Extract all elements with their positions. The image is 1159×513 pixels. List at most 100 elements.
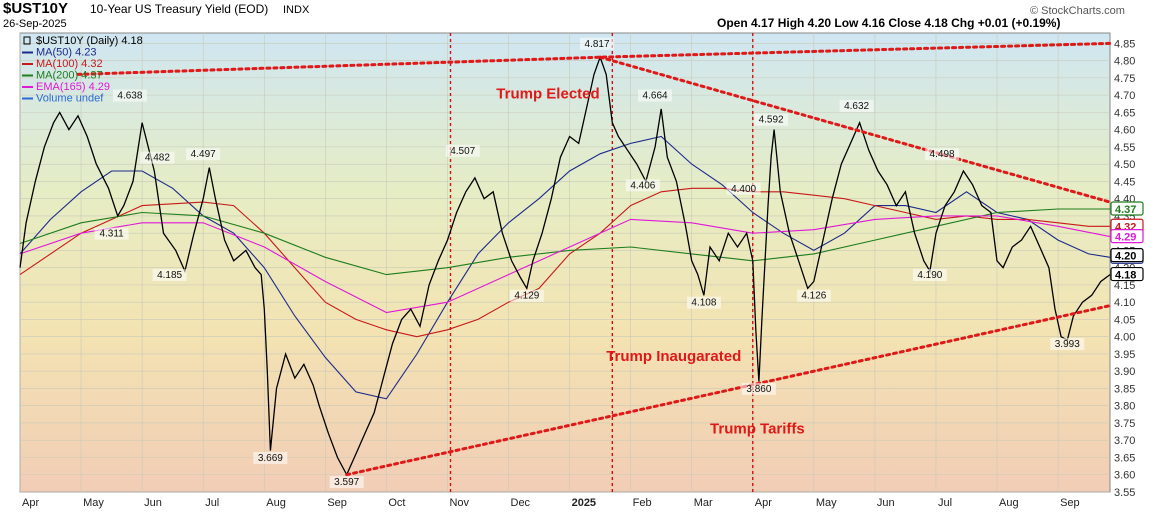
point-label-bg xyxy=(912,269,947,282)
annotations: Trump Elected Trump Inaugarated Trump Tari… xyxy=(496,86,804,438)
point-label: 3.669 xyxy=(258,453,283,464)
point-label-bg xyxy=(94,227,129,240)
chart-date: 26-Sep-2025 xyxy=(3,18,67,30)
trendline xyxy=(345,304,1112,477)
point-label: 4.406 xyxy=(630,180,655,191)
point-label-bg xyxy=(140,151,175,164)
point-label: 4.664 xyxy=(643,91,668,102)
point-label: 4.498 xyxy=(930,149,955,160)
point-label-bg xyxy=(329,476,364,489)
watermark: © StockCharts.com xyxy=(1030,5,1125,17)
y-tick-label: 4.85 xyxy=(1114,38,1135,50)
x-tick-label: Oct xyxy=(388,497,405,509)
y-tick-label: 4.00 xyxy=(1114,332,1135,344)
point-label-bg xyxy=(509,289,544,302)
exchange-label: INDX xyxy=(283,4,310,16)
annotation-label: Trump Inaugarated xyxy=(606,348,741,365)
series-line-ma-100- xyxy=(19,187,1110,338)
value-tag-label: 4.29 xyxy=(1115,232,1136,244)
value-tag-box xyxy=(1110,247,1144,263)
x-tick-label: Aug xyxy=(999,497,1019,509)
point-label-bg xyxy=(726,182,761,195)
value-tag-box xyxy=(1110,229,1144,244)
point-label: 4.108 xyxy=(691,298,716,309)
point-label: 4.638 xyxy=(117,91,142,102)
y-tick-label: 4.15 xyxy=(1114,280,1135,292)
point-label: 3.597 xyxy=(334,477,359,488)
point-label-bg xyxy=(152,269,187,282)
plot-background xyxy=(19,32,1111,493)
y-tick-label: 3.85 xyxy=(1114,383,1135,395)
moving-averages xyxy=(19,135,1111,400)
y-tick-label: 3.55 xyxy=(1114,487,1135,499)
point-label: 4.311 xyxy=(99,229,124,240)
point-label-bg xyxy=(112,89,147,102)
annotation-label: Trump Tariffs xyxy=(710,420,805,437)
point-label-bg xyxy=(638,89,673,102)
x-tick-label: Mar xyxy=(694,497,713,509)
x-tick-label: Jun xyxy=(877,497,895,509)
point-label-bg xyxy=(445,144,480,157)
ohlc-readout: Open 4.17 High 4.20 Low 4.16 Close 4.18 … xyxy=(717,16,1060,30)
series-line-ema-165- xyxy=(19,215,1111,314)
legend-item: MA(200) 4.37 xyxy=(36,70,103,82)
y-tick-label: 3.65 xyxy=(1114,452,1135,464)
y-tick-label: 4.80 xyxy=(1114,56,1135,68)
x-tick-label: Feb xyxy=(633,497,652,509)
point-label: 3.860 xyxy=(746,384,771,395)
x-tick-label: May xyxy=(83,497,104,509)
x-tick-label: May xyxy=(816,497,837,509)
point-label: 3.993 xyxy=(1055,339,1080,350)
value-tag-label: 4.18 xyxy=(1115,270,1136,282)
y-tick-label: 3.90 xyxy=(1114,366,1135,378)
y-tick-label: 3.60 xyxy=(1114,470,1135,482)
point-label: 4.497 xyxy=(191,149,216,160)
y-tick-label: 4.10 xyxy=(1114,297,1135,309)
point-label: 4.400 xyxy=(731,184,756,195)
y-tick-label: 4.60 xyxy=(1114,125,1135,137)
point-label-bg xyxy=(253,451,288,464)
x-axis: Apr May Jun Jul Aug Sep Oct Nov Dec 2025 Feb Mar Apr… xyxy=(22,497,1080,509)
point-label: 4.190 xyxy=(917,270,942,281)
trendline xyxy=(598,55,1112,204)
y-tick-label: 4.55 xyxy=(1114,142,1135,154)
x-tick-label: Jul xyxy=(938,497,952,509)
point-labels: 4.638 4.482 4.497 4.311 4.185 3.669 3.597 4.507… xyxy=(94,37,1085,489)
legend-item: MA(50) 4.23 xyxy=(36,47,97,59)
point-label-bg xyxy=(754,113,789,126)
point-label: 4.126 xyxy=(801,291,826,302)
value-tag-label: 4.37 xyxy=(1115,204,1136,216)
y-tick-label: 3.70 xyxy=(1114,435,1135,447)
point-label-bg xyxy=(580,37,615,50)
value-tag-box xyxy=(1110,201,1144,216)
legend-item: MA(100) 4.32 xyxy=(36,58,103,70)
point-label-bg xyxy=(686,296,721,309)
point-label: 4.507 xyxy=(450,146,475,157)
x-tick-label: Dec xyxy=(511,497,531,509)
x-tick-label: Sep xyxy=(327,497,347,509)
point-label: 4.592 xyxy=(759,115,784,126)
point-label-bg xyxy=(925,148,960,161)
legend-item: $UST10Y (Daily) 4.18 xyxy=(36,35,143,47)
legend-swatch xyxy=(23,36,31,45)
point-label: 4.632 xyxy=(844,101,869,112)
x-tick-label: Apr xyxy=(755,497,772,509)
x-tick-label: Sep xyxy=(1060,497,1080,509)
value-tag-box xyxy=(1110,266,1144,282)
point-label: 4.817 xyxy=(585,39,610,50)
point-label: 4.482 xyxy=(145,153,170,164)
point-label-bg xyxy=(1050,338,1085,351)
y-tick-label: 4.65 xyxy=(1114,107,1135,119)
x-tick-label: Jul xyxy=(205,497,219,509)
ticker-symbol: $UST10Y xyxy=(3,0,68,17)
ticker-description: 10-Year US Treasury Yield (EOD) xyxy=(90,2,268,16)
x-tick-label: Aug xyxy=(266,497,286,509)
x-tick-label: Nov xyxy=(449,497,469,509)
y-tick-label: 4.75 xyxy=(1114,73,1135,85)
y-tick-label: 3.95 xyxy=(1114,349,1135,361)
trend-lines xyxy=(76,41,1112,477)
point-label-bg xyxy=(741,382,776,395)
legend-item: Volume undef xyxy=(36,93,104,105)
